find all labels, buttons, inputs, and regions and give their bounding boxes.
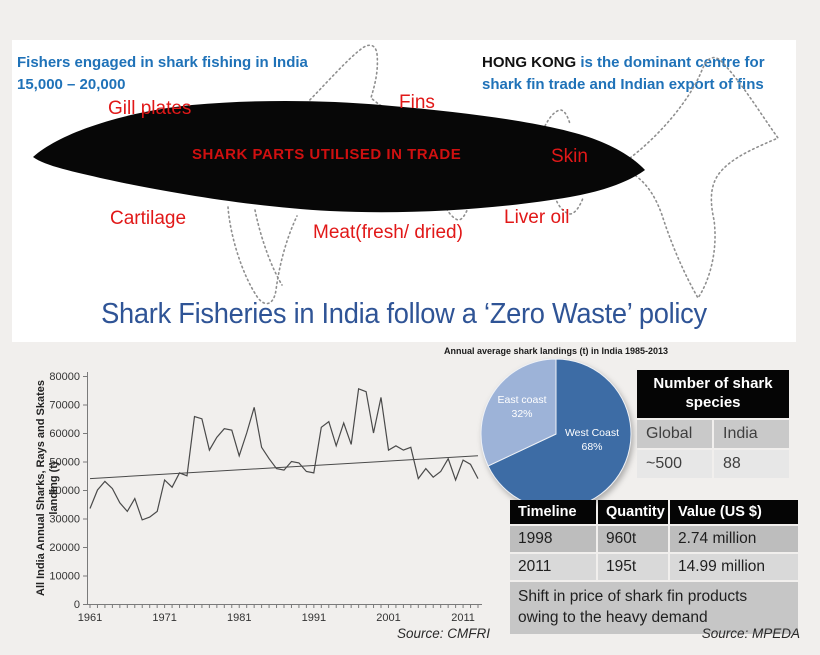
pie-label-east-pct: 32% (511, 407, 533, 420)
trade-1998-value: 2.74 million (670, 526, 798, 552)
y-tick-label: 80000 (49, 371, 80, 383)
species-table-title: Number of shark species (637, 370, 789, 418)
trade-2011-quantity: 195t (598, 554, 668, 580)
fishers-note-line2: 15,000 – 20,000 (17, 75, 126, 93)
species-value-global: ~500 (637, 449, 712, 478)
label-fins: Fins (399, 92, 435, 113)
pie-chart-title: Annual average shark landings (t) in Ind… (443, 346, 669, 356)
y-tick-label: 70000 (49, 400, 80, 412)
shark-body (33, 100, 645, 213)
hongkong-bold-text: HONG KONG (482, 54, 577, 71)
label-liver-oil: Liver oil (504, 207, 570, 228)
fishers-note-line1: Fishers engaged in shark fishing in Indi… (17, 54, 308, 71)
trade-row-2011: 2011 195t 14.99 million (510, 554, 798, 580)
trade-1998-quantity: 960t (598, 526, 668, 552)
trade-header-timeline: Timeline (510, 500, 596, 524)
second-dorsal-fin-outline (544, 109, 571, 127)
y-axis-title: All India Annual Sharks, Rays and Skates… (35, 380, 60, 596)
fin-trade-table: Timeline Quantity Value (US $) 1998 960t… (510, 500, 798, 634)
species-header-india: India (714, 419, 789, 448)
y-tick-label: 50000 (49, 457, 80, 469)
pie-label-west-name: West Coast (564, 427, 620, 439)
y-tick-label: 0 (74, 599, 80, 611)
species-table-value-row: ~500 88 (637, 449, 789, 478)
fishers-note: Fishers engaged in shark fishing in Indi… (17, 52, 308, 96)
anal-fin-outline (554, 196, 584, 215)
trade-header-quantity: Quantity (598, 500, 668, 524)
x-tick-label: 2011 (451, 612, 475, 624)
pie-label-east-name: East coast (497, 394, 547, 406)
species-table-header-row: Global India (637, 419, 789, 448)
pie-slice-west-coast (487, 358, 632, 510)
label-gill-plates: Gill plates (108, 98, 192, 119)
tail-fin-outline (629, 56, 780, 300)
x-tick-label: 1961 (78, 612, 102, 624)
y-tick-label: 60000 (49, 428, 80, 440)
trade-table-note: Shift in price of shark fin products owi… (510, 582, 798, 634)
coast-share-pie-chart (480, 358, 632, 510)
trade-row-1998: 1998 960t 2.74 million (510, 526, 798, 552)
trade-2011-year: 2011 (510, 554, 596, 580)
pie-label-west-pct: 68% (581, 440, 603, 453)
pie-slice-east-coast (480, 358, 557, 467)
pectoral-fin-outline (227, 206, 298, 305)
species-header-global: Global (637, 419, 712, 448)
species-value-india: 88 (714, 449, 789, 478)
y-tick-label: 10000 (49, 571, 80, 583)
y-tick-label: 30000 (49, 514, 80, 526)
page-title: Shark Fisheries in India follow a ‘Zero … (101, 298, 707, 330)
landings-line-chart: 0 10000 20000 30000 40000 50000 60000 70000 8000… (35, 371, 482, 624)
pie-label-west-coast: West Coast 68% (552, 427, 632, 454)
y-tick-label: 40000 (49, 485, 80, 497)
shark-silhouette-graphic (33, 44, 780, 305)
trend-line (89, 455, 479, 480)
dorsal-fin-outline (299, 44, 389, 112)
x-tick-label: 1981 (227, 612, 251, 624)
label-skin: Skin (551, 146, 588, 167)
trade-header-value: Value (US $) (670, 500, 798, 524)
trade-table-header-row: Timeline Quantity Value (US $) (510, 500, 798, 524)
source-mpeda: Source: MPEDA (701, 626, 800, 641)
x-tick-label: 1991 (302, 612, 326, 624)
trade-2011-value: 14.99 million (670, 554, 798, 580)
x-tick-label: 2001 (376, 612, 400, 624)
species-table: Number of shark species Global India ~50… (637, 370, 789, 478)
label-meat: Meat(fresh/ dried) (313, 222, 463, 243)
pie-label-east-coast: East coast 32% (487, 394, 557, 421)
y-tick-label: 20000 (49, 542, 80, 554)
trade-1998-year: 1998 (510, 526, 596, 552)
label-cartilage: Cartilage (110, 208, 187, 229)
source-cmfri: Source: CMFRI (396, 626, 490, 641)
label-shark-parts-banner: SHARK PARTS UTILISED IN TRADE (192, 146, 462, 163)
landings-series-line (89, 387, 479, 521)
x-tick-label: 1971 (152, 612, 176, 624)
shark-diagram-panel: Fishers engaged in shark fishing in Indi… (12, 40, 796, 342)
